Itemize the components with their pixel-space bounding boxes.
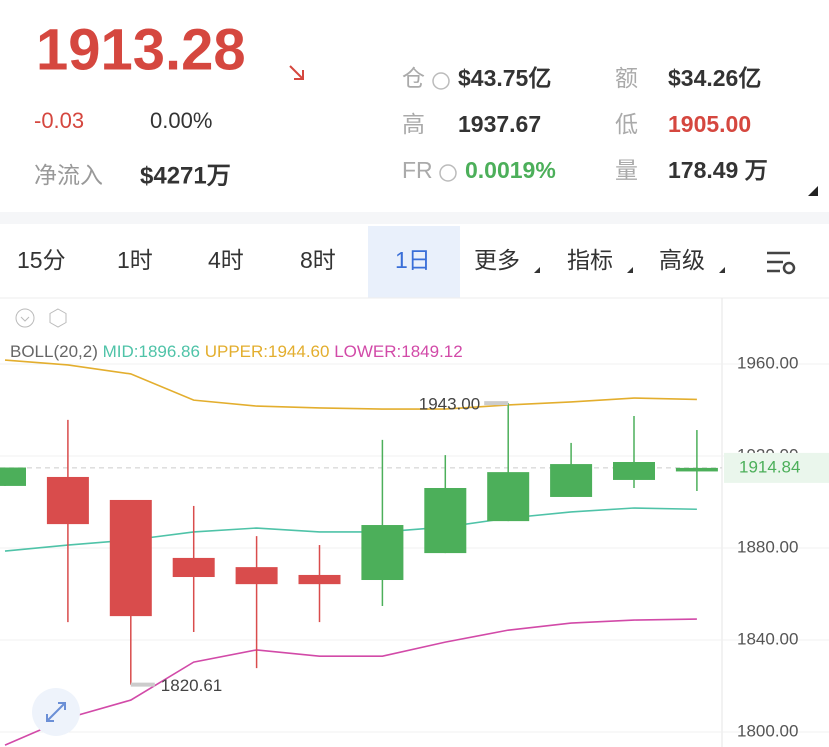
indicator-name: BOLL(20,2) bbox=[10, 342, 98, 361]
change-pct: 0.00% bbox=[150, 108, 212, 133]
candle-body bbox=[675, 467, 718, 472]
tab[interactable]: 指标 bbox=[567, 247, 613, 273]
change: -0.03 bbox=[34, 108, 84, 133]
candle-body bbox=[298, 574, 341, 585]
candle-body bbox=[550, 464, 593, 497]
candle-body bbox=[424, 487, 467, 554]
candle-body bbox=[0, 467, 26, 486]
tab[interactable]: 高级 bbox=[659, 247, 705, 273]
y-tick-label: 1880.00 bbox=[737, 538, 798, 557]
down-arrow bbox=[289, 65, 304, 80]
annotation-label: 1820.61 bbox=[161, 676, 222, 695]
candle-body bbox=[487, 472, 530, 522]
candle-body bbox=[46, 476, 89, 525]
tab-dropdown bbox=[627, 267, 633, 273]
collapse-icon[interactable] bbox=[15, 308, 35, 328]
collapse-chevron bbox=[20, 316, 30, 322]
annotation-label: 1943.00 bbox=[419, 395, 480, 414]
tab[interactable]: 1日 bbox=[395, 247, 431, 273]
indicator-line-label: UPPER:1944.60 bbox=[205, 342, 330, 361]
net-inflow-label: 净流入 bbox=[34, 162, 103, 188]
divider bbox=[0, 212, 829, 224]
indicator-settings-icon[interactable] bbox=[49, 308, 67, 328]
stat-label: 额 bbox=[615, 65, 638, 91]
settings-icon[interactable] bbox=[767, 251, 796, 275]
last-price-label: 1914.84 bbox=[739, 457, 800, 476]
tab-dropdown bbox=[719, 267, 725, 273]
stat-value: 0.0019% bbox=[465, 157, 556, 183]
indicator-line-label: MID:1896.86 bbox=[103, 342, 200, 361]
stat-value: 1937.67 bbox=[458, 111, 541, 137]
stat-value: 178.49 万 bbox=[668, 157, 768, 183]
tab-dropdown bbox=[534, 267, 540, 273]
active-tab-bg bbox=[368, 226, 460, 298]
candle-body bbox=[172, 557, 215, 578]
boll-line bbox=[4, 618, 697, 746]
stat-value: $43.75亿 bbox=[458, 65, 551, 91]
indicator-line-label: LOWER:1849.12 bbox=[334, 342, 463, 361]
y-tick-label: 1840.00 bbox=[737, 630, 798, 649]
stat-label: 低 bbox=[615, 111, 638, 137]
tab[interactable]: 4时 bbox=[208, 247, 244, 273]
stat-label: 量 bbox=[615, 157, 638, 183]
last-price-tag bbox=[724, 452, 829, 483]
candle-body bbox=[613, 462, 655, 480]
expand-corner[interactable] bbox=[808, 186, 818, 196]
indicator-legend: BOLL(20,2) MID:1896.86 UPPER:1944.60 LOW… bbox=[10, 342, 463, 361]
help-icon[interactable] bbox=[432, 72, 450, 90]
tab[interactable]: 1时 bbox=[117, 247, 153, 273]
tab[interactable]: 更多 bbox=[474, 247, 520, 273]
price: 1913.28 bbox=[36, 17, 246, 82]
candle-body bbox=[361, 525, 404, 581]
stat-label: 仓 bbox=[402, 65, 425, 91]
stat-value: $34.26亿 bbox=[668, 65, 761, 91]
candle-body bbox=[235, 567, 278, 585]
boll-line bbox=[4, 359, 697, 410]
fullscreen-icon bbox=[46, 702, 66, 722]
stat-value: 1905.00 bbox=[668, 111, 751, 137]
help-icon[interactable] bbox=[439, 164, 457, 182]
candle-body bbox=[109, 499, 152, 617]
stat-label: 高 bbox=[402, 111, 425, 137]
tab[interactable]: 8时 bbox=[300, 247, 336, 273]
net-inflow: $4271万 bbox=[140, 162, 231, 189]
tab[interactable]: 15分 bbox=[17, 247, 66, 273]
y-tick-label: 1960.00 bbox=[737, 354, 798, 373]
stat-label: FR bbox=[402, 157, 433, 183]
y-tick-label: 1800.00 bbox=[737, 722, 798, 741]
